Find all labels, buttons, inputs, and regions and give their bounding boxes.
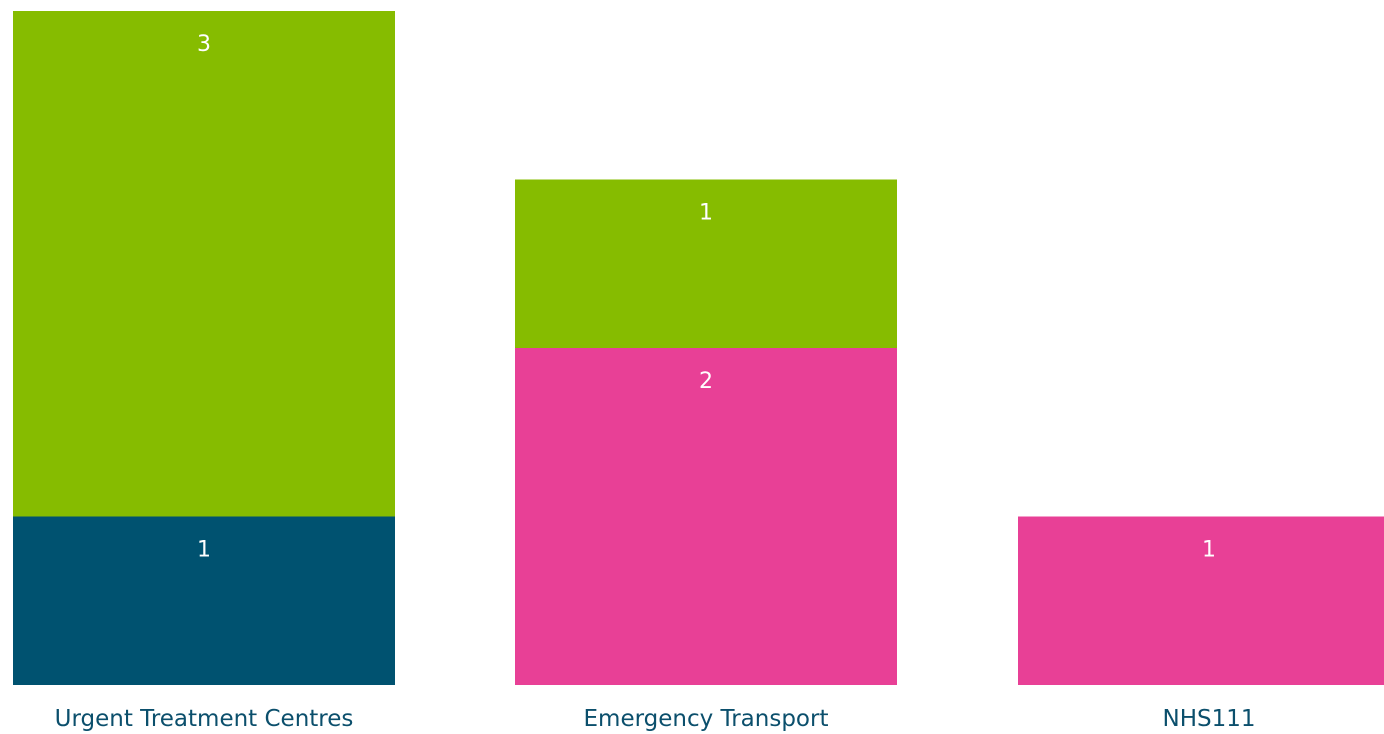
data-label: 1 [1202, 538, 1216, 563]
bar-segment [515, 179, 897, 348]
segment-labels-layer: 1 3 2 1 1 [197, 32, 1216, 563]
category-label: Emergency Transport [584, 706, 829, 732]
category-labels-layer: Urgent Treatment Centres Emergency Transp… [55, 706, 1256, 732]
bar-segment [515, 348, 897, 685]
data-label: 1 [699, 201, 713, 226]
bar-segment [13, 11, 395, 517]
bar-segment [1018, 516, 1384, 685]
data-label: 2 [699, 369, 713, 394]
data-label: 1 [197, 538, 211, 563]
bar-segment [13, 516, 395, 685]
category-label: NHS111 [1163, 706, 1256, 732]
bars-layer [13, 11, 1384, 685]
category-label: Urgent Treatment Centres [55, 706, 354, 732]
data-label: 3 [197, 32, 211, 57]
